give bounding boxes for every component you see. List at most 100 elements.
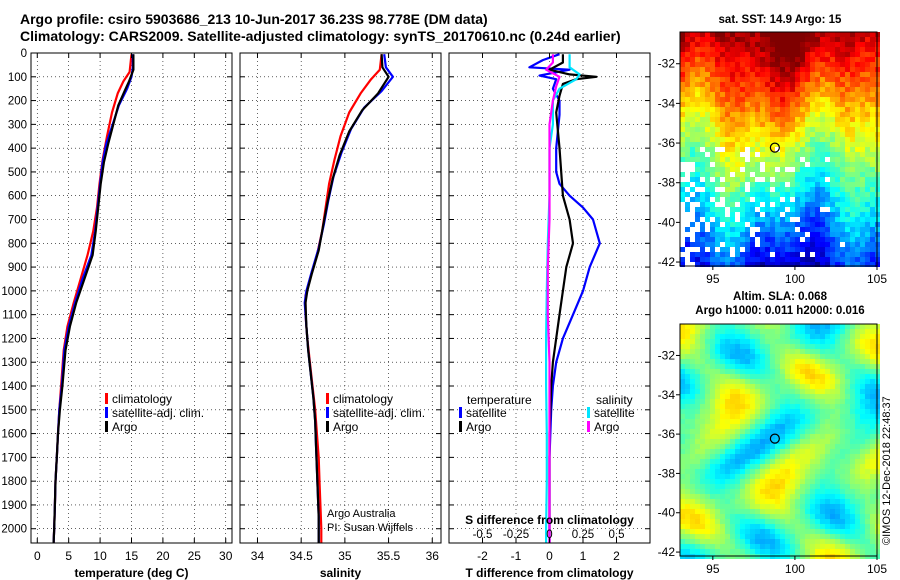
map-cell bbox=[735, 419, 740, 424]
map-cell bbox=[775, 122, 780, 127]
map-cell bbox=[755, 364, 760, 369]
sst-map-title: sat. SST: 14.9 Argo: 15 bbox=[718, 14, 842, 26]
map-cell bbox=[735, 539, 740, 544]
map-cell bbox=[830, 227, 835, 232]
map-cell bbox=[825, 484, 830, 489]
map-cell bbox=[725, 359, 730, 364]
y-tick-label: 0 bbox=[21, 48, 27, 60]
map-y-tick-label: -36 bbox=[658, 427, 676, 441]
map-cell bbox=[765, 454, 770, 459]
map-cell bbox=[850, 42, 855, 47]
map-cell bbox=[780, 454, 785, 459]
map-cell bbox=[860, 122, 865, 127]
map-cell bbox=[715, 404, 720, 409]
map-cell bbox=[865, 414, 870, 419]
map-cell bbox=[725, 222, 730, 227]
map-cell bbox=[820, 519, 825, 524]
map-cell bbox=[735, 52, 740, 57]
map-cell bbox=[700, 444, 705, 449]
map-cell bbox=[860, 142, 865, 147]
map-cell bbox=[860, 419, 865, 424]
map-cell bbox=[865, 52, 870, 57]
map-cell bbox=[805, 394, 810, 399]
map-cell bbox=[740, 439, 745, 444]
map-cell bbox=[760, 187, 765, 192]
map-cell bbox=[860, 334, 865, 339]
map-cell bbox=[735, 87, 740, 92]
map-cell bbox=[815, 62, 820, 67]
map-cell bbox=[785, 524, 790, 529]
map-cell bbox=[705, 207, 710, 212]
map-cell bbox=[835, 494, 840, 499]
map-cell bbox=[705, 474, 710, 479]
map-cell bbox=[775, 142, 780, 147]
map-cell bbox=[695, 252, 700, 257]
map-cell bbox=[730, 454, 735, 459]
map-cell bbox=[845, 137, 850, 142]
map-cell bbox=[810, 82, 815, 87]
map-cell bbox=[825, 87, 830, 92]
map-cell bbox=[695, 62, 700, 67]
map-cell bbox=[760, 117, 765, 122]
map-cell bbox=[775, 137, 780, 142]
map-cell bbox=[795, 509, 800, 514]
map-cell bbox=[700, 167, 705, 172]
map-cell bbox=[760, 102, 765, 107]
map-cell bbox=[790, 87, 795, 92]
map-cell bbox=[850, 449, 855, 454]
map-cell bbox=[765, 42, 770, 47]
map-cell bbox=[685, 122, 690, 127]
map-cell bbox=[830, 379, 835, 384]
map-cell bbox=[840, 77, 845, 82]
map-cell bbox=[840, 354, 845, 359]
map-cell bbox=[695, 369, 700, 374]
map-cell bbox=[790, 514, 795, 519]
map-cell bbox=[855, 217, 860, 222]
map-cell bbox=[750, 137, 755, 142]
map-cell bbox=[820, 102, 825, 107]
map-cell bbox=[750, 434, 755, 439]
map-cell bbox=[705, 147, 710, 152]
map-cell bbox=[775, 509, 780, 514]
map-cell bbox=[865, 349, 870, 354]
map-cell bbox=[705, 192, 710, 197]
map-cell bbox=[680, 344, 685, 349]
map-cell bbox=[805, 359, 810, 364]
map-cell bbox=[795, 524, 800, 529]
map-cell bbox=[815, 464, 820, 469]
map-cell bbox=[750, 147, 755, 152]
map-cell bbox=[805, 399, 810, 404]
map-cell bbox=[740, 222, 745, 227]
map-cell bbox=[710, 369, 715, 374]
map-cell bbox=[755, 227, 760, 232]
map-cell bbox=[740, 182, 745, 187]
legend-swatch bbox=[105, 393, 108, 404]
map-cell bbox=[785, 142, 790, 147]
map-cell bbox=[755, 379, 760, 384]
map-cell bbox=[705, 469, 710, 474]
map-cell bbox=[810, 359, 815, 364]
map-cell bbox=[780, 177, 785, 182]
map-cell bbox=[810, 459, 815, 464]
legend-label: satellite bbox=[594, 406, 635, 420]
map-cell bbox=[735, 429, 740, 434]
argo-location-marker bbox=[769, 433, 780, 444]
x-tick-label: 34 bbox=[251, 549, 265, 563]
map-cell bbox=[780, 212, 785, 217]
map-cell bbox=[770, 334, 775, 339]
map-cell bbox=[680, 529, 685, 534]
map-cell bbox=[870, 247, 875, 252]
map-cell bbox=[795, 419, 800, 424]
map-cell bbox=[870, 404, 875, 409]
map-cell bbox=[795, 247, 800, 252]
map-cell bbox=[710, 232, 715, 237]
map-cell bbox=[695, 444, 700, 449]
map-cell bbox=[845, 504, 850, 509]
map-cell bbox=[725, 379, 730, 384]
map-cell bbox=[740, 394, 745, 399]
map-cell bbox=[755, 182, 760, 187]
map-cell bbox=[820, 82, 825, 87]
map-cell bbox=[830, 409, 835, 414]
map-cell bbox=[810, 339, 815, 344]
map-cell bbox=[800, 107, 805, 112]
